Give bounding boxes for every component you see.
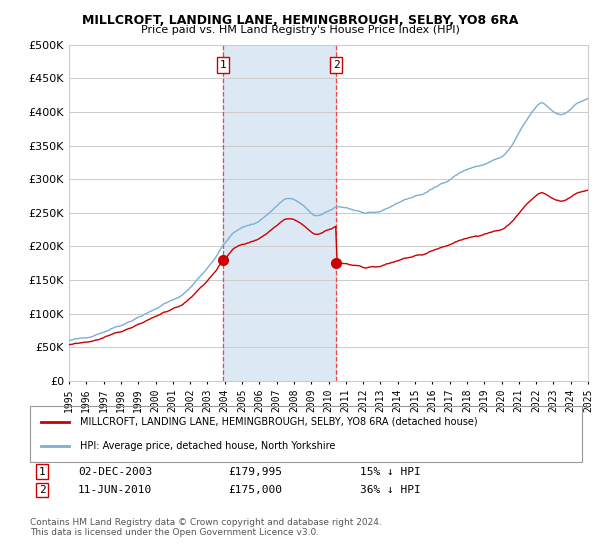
Text: 02-DEC-2003: 02-DEC-2003	[78, 466, 152, 477]
Text: HPI: Average price, detached house, North Yorkshire: HPI: Average price, detached house, Nort…	[80, 441, 335, 451]
Text: MILLCROFT, LANDING LANE, HEMINGBROUGH, SELBY, YO8 6RA: MILLCROFT, LANDING LANE, HEMINGBROUGH, S…	[82, 14, 518, 27]
Text: 11-JUN-2010: 11-JUN-2010	[78, 485, 152, 495]
Text: 2: 2	[333, 60, 340, 70]
Text: £179,995: £179,995	[228, 466, 282, 477]
Text: Price paid vs. HM Land Registry's House Price Index (HPI): Price paid vs. HM Land Registry's House …	[140, 25, 460, 35]
Text: MILLCROFT, LANDING LANE, HEMINGBROUGH, SELBY, YO8 6RA (detached house): MILLCROFT, LANDING LANE, HEMINGBROUGH, S…	[80, 417, 478, 427]
Bar	[223, 45, 336, 381]
Text: 15% ↓ HPI: 15% ↓ HPI	[360, 466, 421, 477]
Text: Contains HM Land Registry data © Crown copyright and database right 2024.
This d: Contains HM Land Registry data © Crown c…	[30, 518, 382, 538]
Text: 1: 1	[38, 466, 46, 477]
Text: 2: 2	[38, 485, 46, 495]
Text: £175,000: £175,000	[228, 485, 282, 495]
Text: 1: 1	[220, 60, 227, 70]
Text: 36% ↓ HPI: 36% ↓ HPI	[360, 485, 421, 495]
